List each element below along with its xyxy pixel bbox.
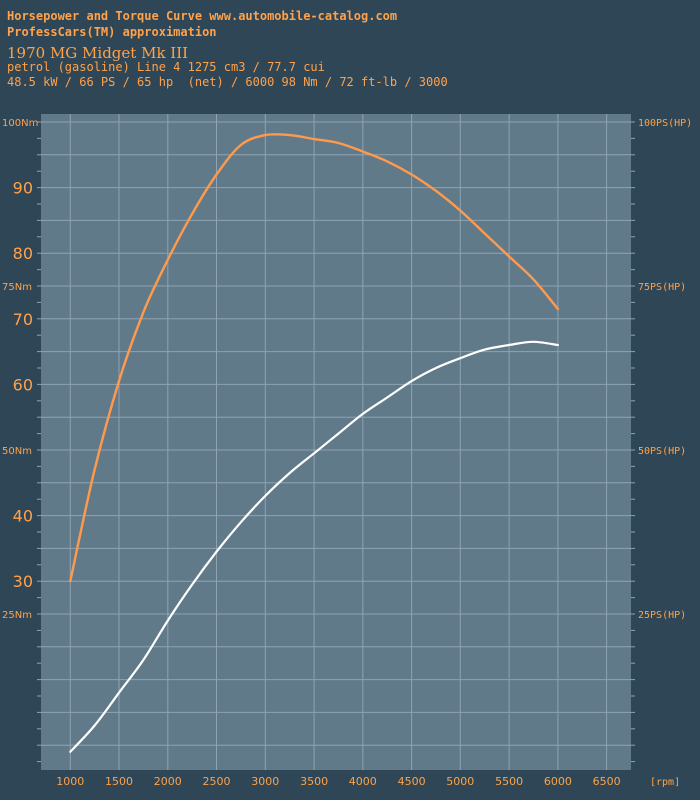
chart-header-source: Horsepower and Torque Curve www.automobi… — [7, 9, 398, 23]
x-tick-label: 3000 — [251, 775, 279, 788]
x-tick-label: 1000 — [56, 775, 84, 788]
x-tick-label: 3500 — [300, 775, 328, 788]
right-axis-label: 75PS(HP) — [638, 282, 686, 293]
left-axis-unit-label: 25Nm — [2, 610, 32, 621]
left-axis-tick-label: 70 — [13, 310, 33, 329]
left-axis-tick-label: 30 — [13, 572, 33, 591]
left-axis-tick-label: 80 — [13, 244, 33, 263]
plot-area — [41, 114, 631, 770]
power-torque-spec: 48.5 kW / 66 PS / 65 hp (net) / 6000 98 … — [7, 75, 448, 89]
left-axis-unit-label: 50Nm — [2, 446, 32, 457]
x-tick-label: 2000 — [154, 775, 182, 788]
x-tick-label: 6500 — [593, 775, 621, 788]
x-tick-label: 5000 — [446, 775, 474, 788]
torque-curve — [69, 133, 560, 583]
left-axis-tick-label: 90 — [13, 179, 33, 198]
left-axis-unit-label: 75Nm — [2, 282, 32, 293]
engine-spec: petrol (gasoline) Line 4 1275 cm3 / 77.7… — [7, 60, 325, 74]
right-axis-label: 100PS(HP) — [638, 118, 692, 129]
power-curve — [69, 340, 559, 753]
x-tick-label: 5500 — [495, 775, 523, 788]
x-tick-label: 2500 — [203, 775, 231, 788]
x-tick-label: 6000 — [544, 775, 572, 788]
right-axis-label: 50PS(HP) — [638, 446, 686, 457]
x-tick-label: 4000 — [349, 775, 377, 788]
chart-header-approximation: ProfessCars(TM) approximation — [7, 25, 217, 39]
x-tick-label: 1500 — [105, 775, 133, 788]
left-axis-tick-label: 40 — [13, 507, 33, 526]
left-axis-tick-label: 60 — [13, 375, 33, 394]
left-axis-unit-label: 100Nm — [2, 118, 38, 129]
car-model-title: 1970 MG Midget Mk III — [7, 44, 189, 62]
x-tick-label: 4500 — [398, 775, 426, 788]
right-axis-label: 25PS(HP) — [638, 610, 686, 621]
x-axis-label: [rpm] — [650, 777, 680, 788]
